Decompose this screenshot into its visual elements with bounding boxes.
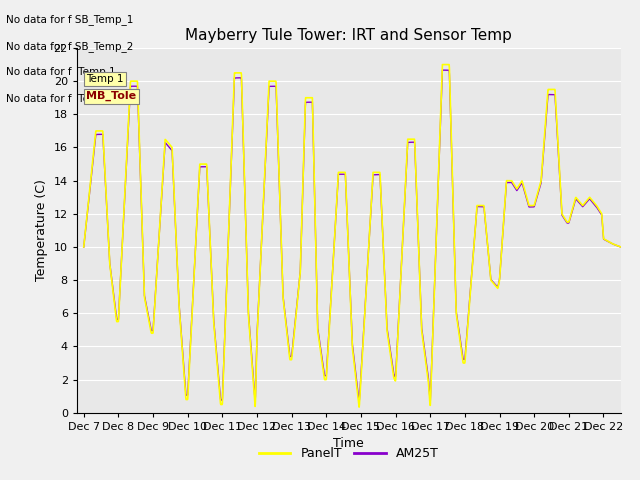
Text: No data for f SB_Temp_1: No data for f SB_Temp_1 [6, 14, 134, 25]
Text: Temp 1: Temp 1 [86, 74, 124, 84]
Text: No data for f  Temp 2: No data for f Temp 2 [6, 94, 116, 104]
X-axis label: Time: Time [333, 437, 364, 450]
Title: Mayberry Tule Tower: IRT and Sensor Temp: Mayberry Tule Tower: IRT and Sensor Temp [186, 28, 512, 43]
Y-axis label: Temperature (C): Temperature (C) [35, 180, 48, 281]
Text: No data for f SB_Temp_2: No data for f SB_Temp_2 [6, 41, 134, 52]
Text: MB_Tole: MB_Tole [86, 91, 136, 101]
Legend: PanelT, AM25T: PanelT, AM25T [254, 442, 444, 465]
Text: No data for f  Temp 1: No data for f Temp 1 [6, 67, 116, 77]
